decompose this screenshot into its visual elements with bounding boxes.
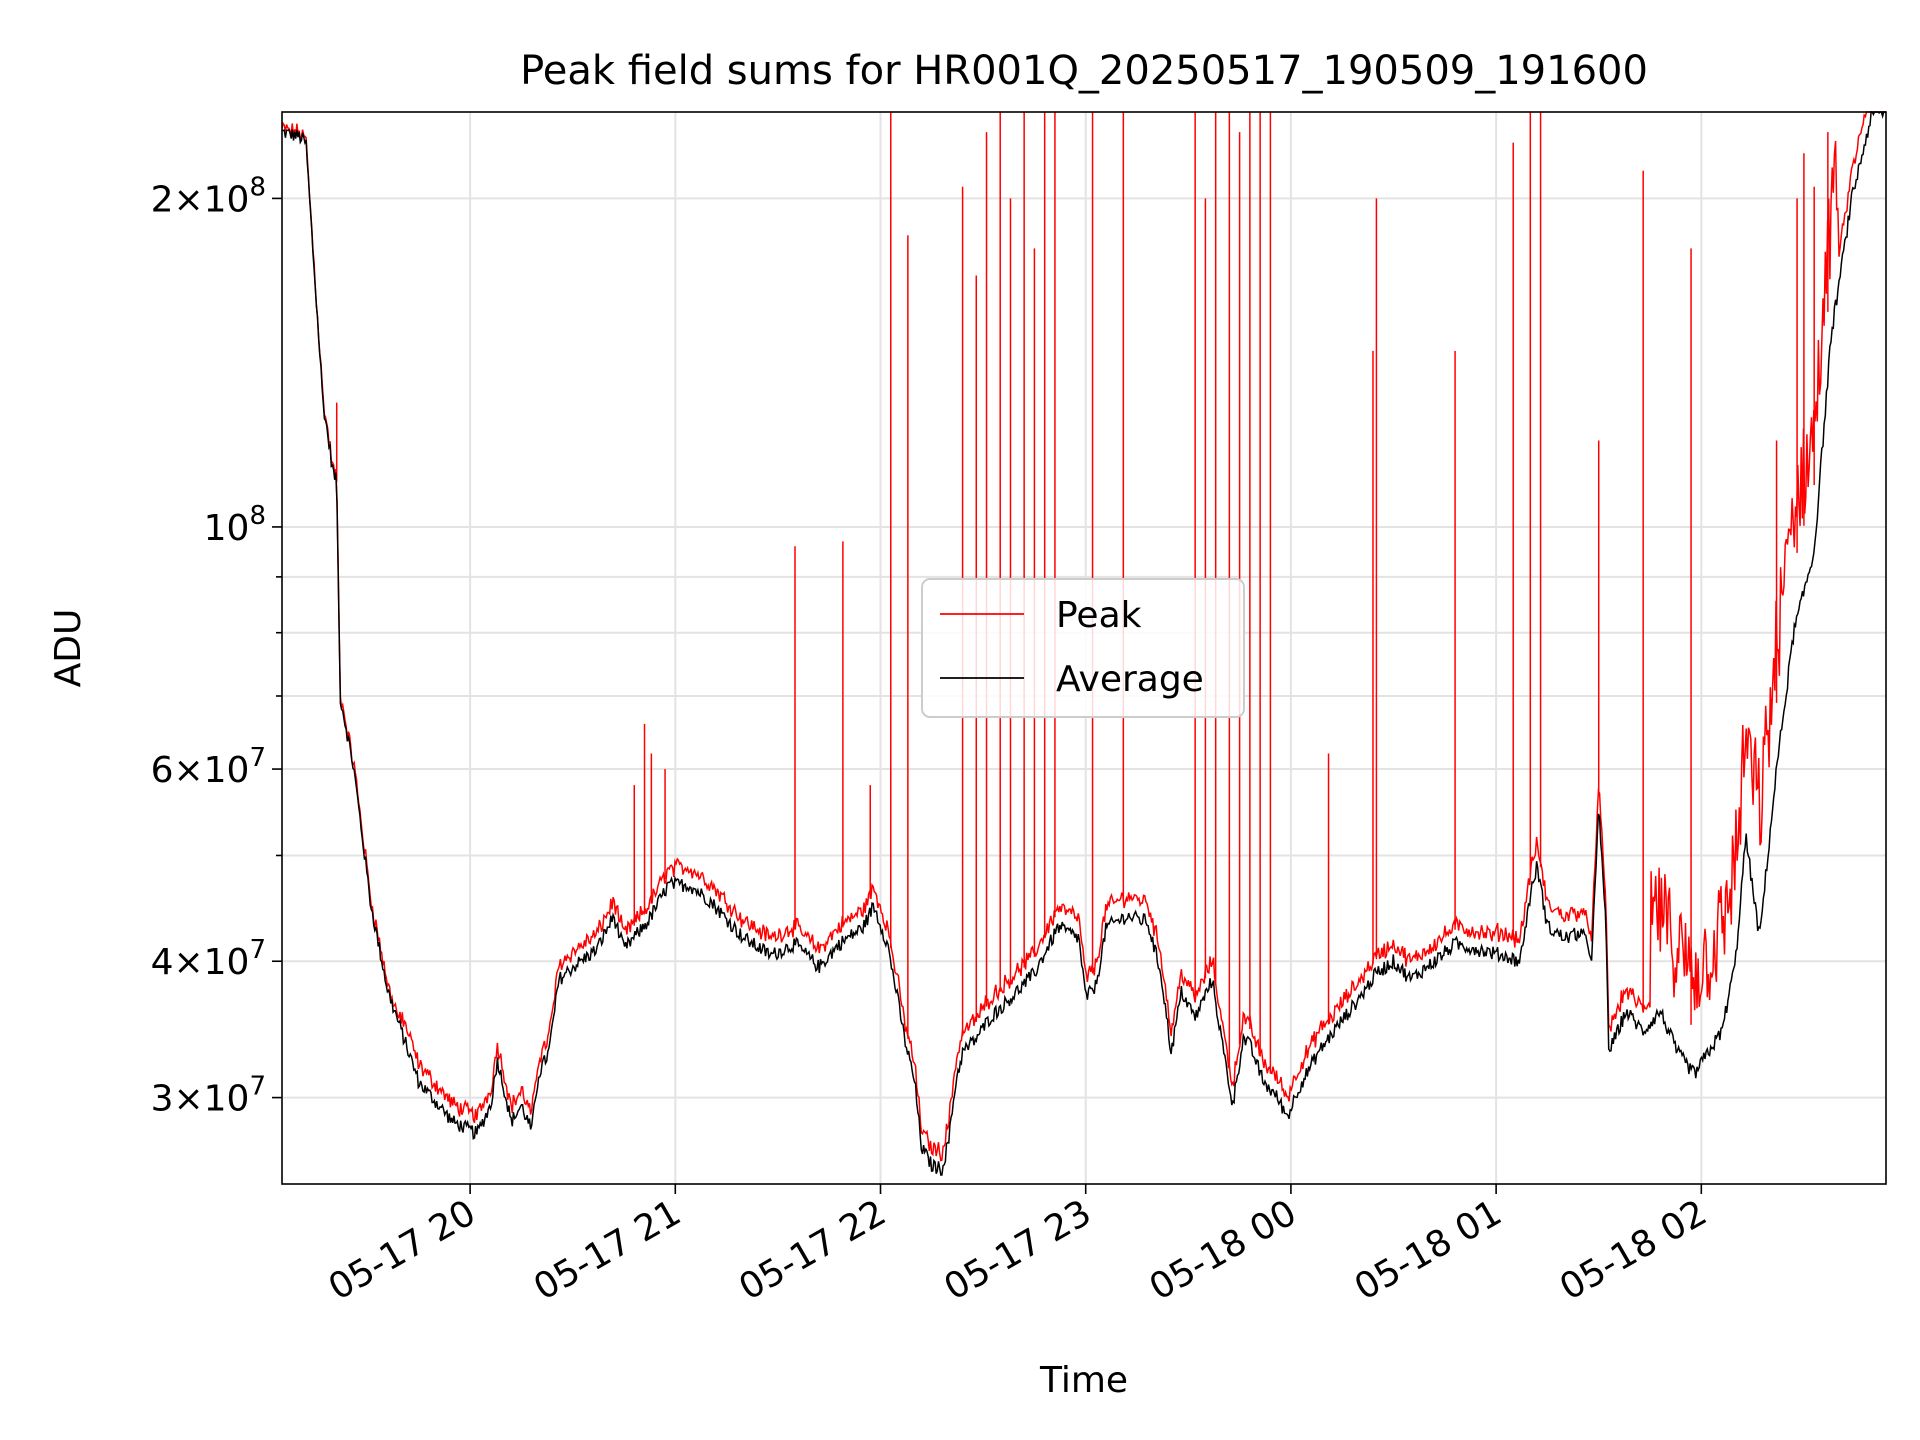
- legend-peak-label: Peak: [1056, 595, 1142, 636]
- plot-frame: [281, 111, 1887, 1185]
- y-tick-label: 6×107: [151, 743, 266, 791]
- chart-title: Peak field sums for HR001Q_20250517_1905…: [520, 48, 1648, 94]
- legend-average-label: Average: [1056, 659, 1204, 700]
- series-peak-line: [281, 111, 1886, 1162]
- y-axis-label: ADU: [48, 609, 89, 688]
- y-tick-label: 4×107: [151, 935, 266, 983]
- y-tick-label: 108: [204, 501, 266, 549]
- series-average-line: [281, 111, 1886, 1176]
- y-tick-label: 2×108: [151, 172, 266, 220]
- y-tick-label: 3×107: [151, 1072, 266, 1120]
- x-axis-label: Time: [1039, 1360, 1128, 1401]
- y-axis-ticks: 3×107 4×107 6×107 108 2×108: [151, 172, 282, 1120]
- legend: Peak Average: [921, 578, 1245, 718]
- data-layer: [281, 111, 1886, 1176]
